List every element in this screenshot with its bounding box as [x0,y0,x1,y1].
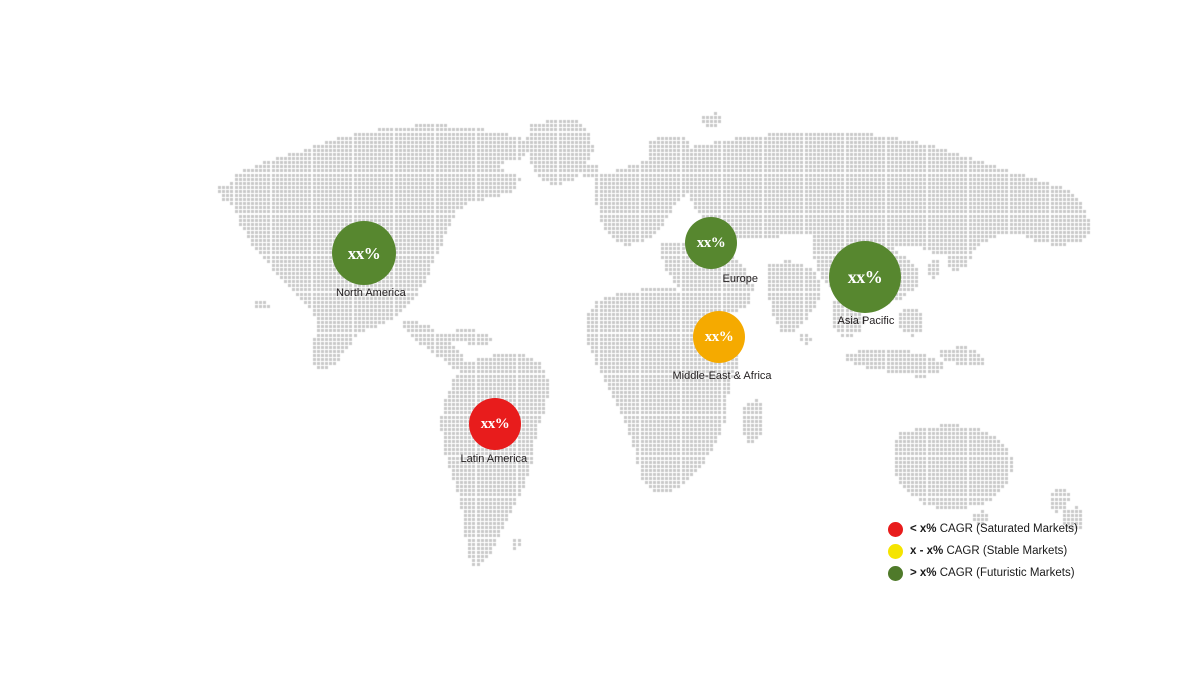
legend-saturated-range: < x% [910,523,937,535]
legend-futuristic-dot-icon [888,565,903,581]
region-label-middle-east-africa: Middle-East & Africa [672,370,772,382]
bubble-asia-pacific[interactable]: xx% [829,241,901,313]
bubble-value-middle-east-africa: xx% [704,328,734,345]
legend-saturated-dot-icon [888,521,903,537]
bubble-middle-east-africa[interactable]: xx% [693,311,745,363]
legend-saturated-description: CAGR (Saturated Markets) [936,523,1078,535]
bubble-value-latin-america: xx% [480,415,510,432]
legend-futuristic-label: > x% CAGR (Futuristic Markets) [910,567,1075,579]
legend: < x% CAGR (Saturated Markets) x - x% CAGR… [888,518,1088,584]
bubble-europe[interactable]: xx% [685,217,737,269]
legend-stable[interactable]: x - x% CAGR (Stable Markets) [888,540,1088,562]
region-label-latin-america: Latin America [460,453,528,465]
bubble-value-asia-pacific: xx% [847,267,883,287]
legend-futuristic[interactable]: > x% CAGR (Futuristic Markets) [888,562,1088,584]
legend-stable-range: x - x% [910,545,944,557]
legend-stable-description: CAGR (Stable Markets) [943,545,1068,557]
bubble-value-europe: xx% [696,234,726,251]
legend-stable-label: x - x% CAGR (Stable Markets) [910,545,1067,557]
legend-saturated[interactable]: < x% CAGR (Saturated Markets) [888,518,1088,540]
bubble-latin-america[interactable]: xx% [469,398,521,450]
legend-stable-dot-icon [888,543,903,559]
legend-saturated-label: < x% CAGR (Saturated Markets) [910,523,1078,535]
legend-futuristic-description: CAGR (Futuristic Markets) [936,567,1075,579]
legend-futuristic-range: > x% [910,567,937,579]
region-label-north-america: North America [336,287,406,299]
region-label-europe: Europe [722,273,758,285]
bubble-value-north-america: xx% [347,243,381,263]
bubble-north-america[interactable]: xx% [332,221,396,285]
region-label-asia-pacific: Asia Pacific [837,315,895,327]
